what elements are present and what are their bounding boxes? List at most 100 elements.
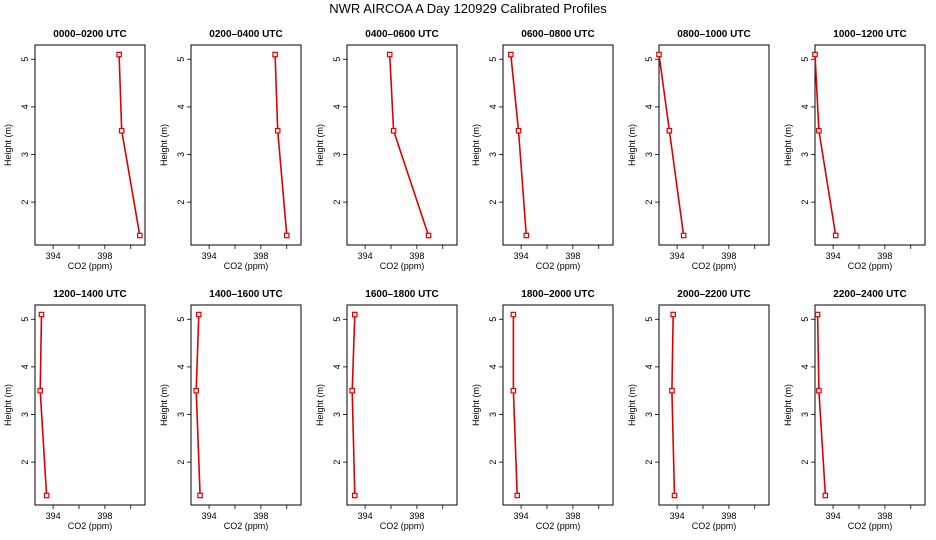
data-point bbox=[514, 492, 521, 499]
y-tick-label: 4 bbox=[332, 364, 342, 369]
data-point bbox=[669, 387, 675, 394]
y-tick-label: 2 bbox=[488, 200, 498, 205]
x-tick-label: 394 bbox=[670, 251, 685, 261]
y-tick-label: 3 bbox=[644, 152, 654, 157]
profile-line bbox=[195, 314, 201, 496]
y-tick-label: 3 bbox=[488, 412, 498, 417]
x-tick-label: 398 bbox=[253, 511, 268, 521]
y-axis-label: Height (m) bbox=[783, 124, 793, 166]
data-point bbox=[137, 232, 143, 239]
y-tick-label: 3 bbox=[488, 152, 498, 157]
y-tick-label: 3 bbox=[20, 412, 30, 417]
data-point bbox=[670, 311, 677, 318]
data-point bbox=[822, 492, 829, 499]
y-tick-label: 5 bbox=[644, 57, 654, 62]
profile-line bbox=[510, 54, 528, 236]
x-axis-label: CO2 (ppm) bbox=[224, 261, 269, 271]
plot-frame bbox=[658, 304, 770, 506]
y-axis-label: Height (m) bbox=[315, 124, 325, 166]
panel-title: 0400–0600 UTC bbox=[365, 29, 438, 40]
data-point bbox=[510, 311, 517, 318]
y-axis-label: Height (m) bbox=[159, 384, 169, 426]
x-axis-label: CO2 (ppm) bbox=[848, 521, 893, 531]
y-tick-label: 4 bbox=[332, 104, 342, 109]
data-point bbox=[197, 492, 203, 499]
x-tick-label: 394 bbox=[670, 511, 685, 521]
panel-title: 1200–1400 UTC bbox=[53, 289, 126, 300]
x-tick-label: 398 bbox=[409, 251, 424, 261]
data-point bbox=[671, 492, 678, 499]
y-axis-label: Height (m) bbox=[3, 384, 13, 426]
data-point bbox=[118, 127, 125, 134]
x-axis-label: CO2 (ppm) bbox=[692, 261, 737, 271]
x-tick-label: 398 bbox=[97, 511, 112, 521]
y-axis-label: Height (m) bbox=[471, 384, 481, 426]
y-tick-label: 5 bbox=[488, 317, 498, 322]
x-axis-label: CO2 (ppm) bbox=[68, 521, 113, 531]
x-axis-label: CO2 (ppm) bbox=[692, 521, 737, 531]
y-tick-label: 5 bbox=[800, 57, 810, 62]
y-tick-label: 2 bbox=[332, 200, 342, 205]
y-axis-label: Height (m) bbox=[471, 124, 481, 166]
panel-title: 1600–1800 UTC bbox=[365, 289, 438, 300]
y-tick-label: 5 bbox=[332, 317, 342, 322]
y-axis-label: Height (m) bbox=[159, 124, 169, 166]
y-tick-label: 5 bbox=[20, 57, 30, 62]
plot-frame bbox=[502, 304, 614, 506]
x-tick-label: 394 bbox=[826, 251, 841, 261]
x-axis-label: CO2 (ppm) bbox=[536, 261, 581, 271]
panel-4: 0600–0800 UTC 394 398 2 3 4 5 CO2 (ppm) Height (… bbox=[471, 29, 614, 271]
y-tick-label: 5 bbox=[800, 317, 810, 322]
plot-frame bbox=[814, 44, 926, 246]
x-tick-label: 398 bbox=[565, 511, 580, 521]
data-point bbox=[351, 492, 358, 499]
y-tick-label: 4 bbox=[800, 104, 810, 109]
x-tick-label: 394 bbox=[46, 511, 61, 521]
y-tick-label: 3 bbox=[20, 152, 30, 157]
data-point bbox=[116, 51, 122, 58]
y-tick-label: 4 bbox=[800, 364, 810, 369]
y-axis-label: Height (m) bbox=[3, 124, 13, 166]
y-tick-label: 3 bbox=[332, 152, 342, 157]
x-tick-label: 394 bbox=[358, 251, 373, 261]
data-point bbox=[351, 311, 358, 318]
plot-frame bbox=[658, 44, 770, 246]
panel-10: 1800–2000 UTC 394 398 2 3 4 5 CO2 (ppm) Height (… bbox=[471, 289, 614, 531]
y-tick-label: 5 bbox=[488, 57, 498, 62]
data-point bbox=[812, 51, 818, 58]
y-tick-label: 3 bbox=[332, 412, 342, 417]
y-tick-label: 2 bbox=[176, 200, 186, 205]
y-tick-label: 5 bbox=[644, 317, 654, 322]
y-tick-label: 2 bbox=[176, 460, 186, 465]
x-axis-label: CO2 (ppm) bbox=[224, 521, 269, 531]
plot-frame bbox=[502, 44, 614, 246]
panel-12: 2200–2400 UTC 394 398 2 3 4 5 CO2 (ppm) Height (… bbox=[783, 289, 926, 531]
x-tick-label: 398 bbox=[721, 511, 736, 521]
y-tick-label: 4 bbox=[488, 104, 498, 109]
x-axis-label: CO2 (ppm) bbox=[848, 261, 893, 271]
y-tick-label: 2 bbox=[644, 200, 654, 205]
data-point bbox=[38, 311, 45, 318]
x-tick-label: 398 bbox=[721, 251, 736, 261]
y-tick-label: 4 bbox=[20, 364, 30, 369]
profile-line bbox=[671, 314, 676, 496]
data-point bbox=[507, 51, 514, 58]
y-tick-label: 2 bbox=[20, 460, 30, 465]
y-tick-label: 5 bbox=[332, 57, 342, 62]
profile-line bbox=[658, 54, 685, 236]
x-axis-label: CO2 (ppm) bbox=[380, 521, 425, 531]
profile-line bbox=[512, 314, 518, 496]
y-tick-label: 3 bbox=[800, 152, 810, 157]
panel-title: 0800–1000 UTC bbox=[677, 29, 750, 40]
plot-frame bbox=[814, 304, 926, 506]
panel-title: 2200–2400 UTC bbox=[833, 289, 906, 300]
data-point bbox=[349, 387, 355, 394]
x-tick-label: 394 bbox=[202, 251, 217, 261]
data-point bbox=[816, 387, 822, 394]
panel-7: 1200–1400 UTC 394 398 2 3 4 5 CO2 (ppm) Height (… bbox=[3, 289, 146, 531]
panel-title: 1400–1600 UTC bbox=[209, 289, 282, 300]
data-point bbox=[680, 232, 687, 239]
y-tick-label: 2 bbox=[800, 460, 810, 465]
y-axis-label: Height (m) bbox=[315, 384, 325, 426]
